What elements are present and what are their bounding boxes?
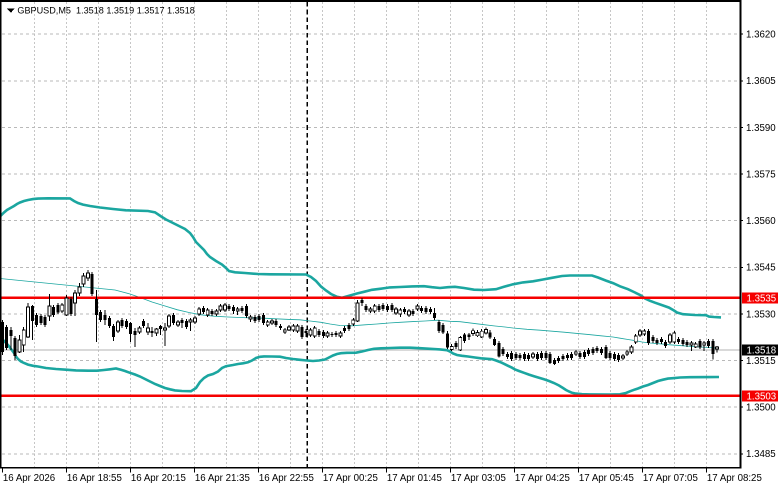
svg-text:16 Apr 21:35: 16 Apr 21:35 — [195, 473, 250, 484]
svg-text:1.3560: 1.3560 — [746, 216, 776, 227]
svg-text:1.3485: 1.3485 — [746, 449, 776, 460]
svg-text:17 Apr 07:05: 17 Apr 07:05 — [643, 473, 698, 484]
svg-text:17 Apr 05:45: 17 Apr 05:45 — [579, 473, 634, 484]
svg-text:17 Apr 03:05: 17 Apr 03:05 — [451, 473, 506, 484]
svg-text:1.3530: 1.3530 — [746, 309, 776, 320]
svg-text:16 Apr 20:15: 16 Apr 20:15 — [131, 473, 186, 484]
svg-text:16 Apr 2026: 16 Apr 2026 — [3, 473, 55, 484]
svg-text:16 Apr 22:55: 16 Apr 22:55 — [259, 473, 314, 484]
svg-text:1.3620: 1.3620 — [746, 30, 776, 41]
svg-text:17 Apr 00:25: 17 Apr 00:25 — [323, 473, 378, 484]
svg-text:GBPUSD,M5 1.3518 1.3519 1.351: GBPUSD,M5 1.3518 1.3519 1.3517 1.3518 — [17, 6, 194, 16]
svg-text:1.3590: 1.3590 — [746, 123, 776, 134]
svg-text:1.3500: 1.3500 — [746, 403, 776, 414]
svg-text:1.3535: 1.3535 — [747, 293, 777, 304]
svg-text:1.3545: 1.3545 — [746, 263, 776, 274]
svg-text:1.3518: 1.3518 — [747, 346, 777, 357]
svg-text:1.3575: 1.3575 — [746, 170, 776, 181]
svg-text:1.3605: 1.3605 — [746, 76, 776, 87]
svg-text:1.3503: 1.3503 — [747, 391, 777, 402]
svg-text:1.3515: 1.3515 — [746, 356, 776, 367]
svg-text:17 Apr 01:45: 17 Apr 01:45 — [387, 473, 442, 484]
svg-text:17 Apr 04:25: 17 Apr 04:25 — [515, 473, 570, 484]
svg-text:16 Apr 18:55: 16 Apr 18:55 — [67, 473, 122, 484]
svg-text:17 Apr 08:25: 17 Apr 08:25 — [707, 473, 762, 484]
